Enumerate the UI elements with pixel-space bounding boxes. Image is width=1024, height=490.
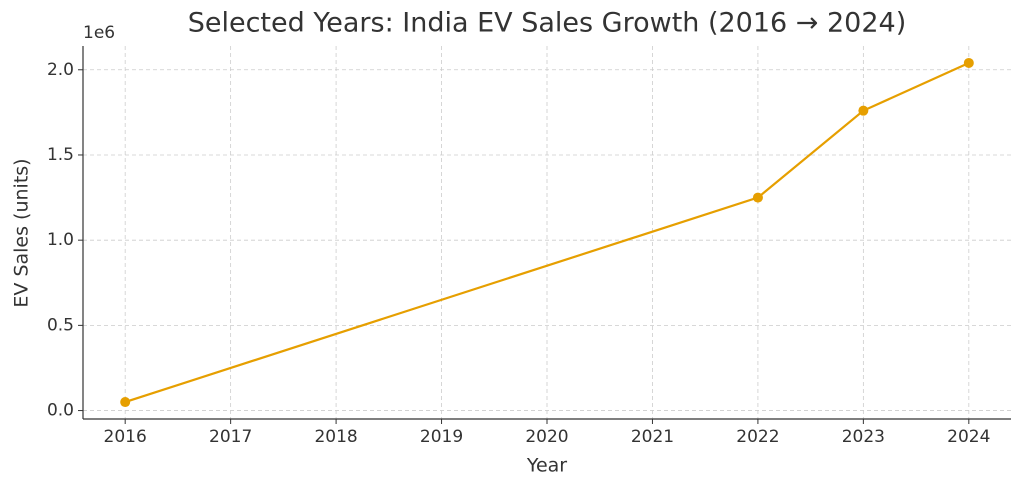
x-tick-label: 2024 <box>947 427 990 447</box>
x-tick-label: 2017 <box>209 427 252 447</box>
y-tick-label: 1.5 <box>47 145 74 165</box>
x-tick-label: 2018 <box>314 427 357 447</box>
x-axis-label: Year <box>526 455 567 477</box>
y-tick-label: 1.0 <box>47 230 74 250</box>
point <box>963 57 974 68</box>
x-tick-label: 2016 <box>104 427 147 447</box>
y-tick-label: 2.0 <box>47 60 74 80</box>
x-tick-label: 2021 <box>631 427 674 447</box>
x-tick-label: 2022 <box>736 427 779 447</box>
point <box>752 192 763 203</box>
x-tick-label: 2020 <box>525 427 568 447</box>
point <box>858 105 869 116</box>
y-tick-label: 0.5 <box>47 315 74 335</box>
y-tick-label: 0.0 <box>47 401 74 421</box>
y-offset-label: 1e6 <box>83 23 115 43</box>
chart-title: Selected Years: India EV Sales Growth (2… <box>188 8 907 39</box>
x-tick-label: 2019 <box>420 427 463 447</box>
point <box>120 397 131 408</box>
x-tick-label: 2023 <box>842 427 885 447</box>
line <box>124 61 970 404</box>
y-axis-label: EV Sales (units) <box>11 158 33 307</box>
